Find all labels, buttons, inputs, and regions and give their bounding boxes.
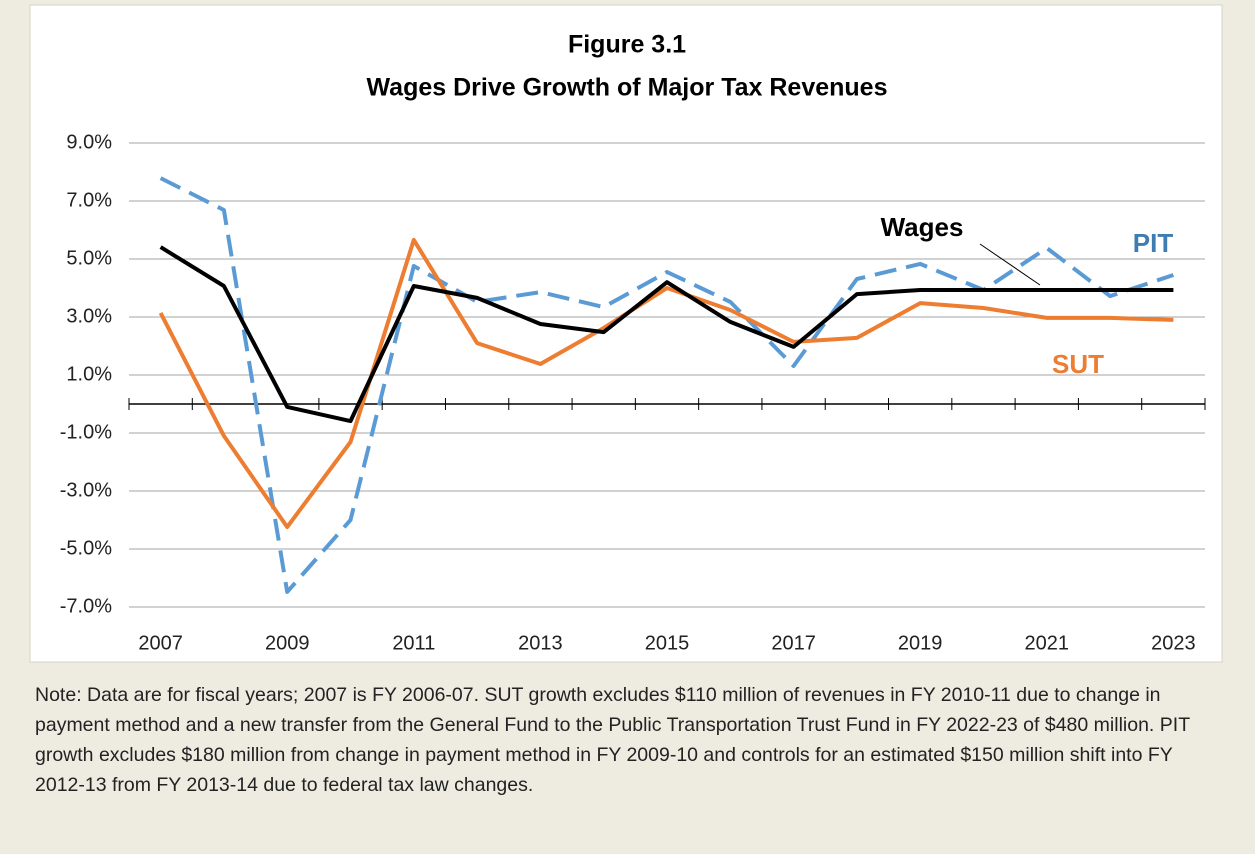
y-tick-label: 5.0% — [66, 247, 112, 269]
y-tick-label: 3.0% — [66, 305, 112, 327]
y-tick-label: 7.0% — [66, 189, 112, 211]
x-tick-label: 2007 — [138, 632, 183, 654]
label-leader — [979, 243, 1041, 286]
x-tick-label: 2015 — [645, 632, 690, 654]
y-tick-label: -5.0% — [60, 537, 112, 559]
note: Note: Data are for fiscal years; 2007 is… — [35, 684, 1190, 796]
chart-subtitle: Wages Drive Growth of Major Tax Revenues — [367, 74, 888, 102]
series-line — [158, 237, 1174, 529]
series-label: SUT — [1052, 349, 1104, 379]
y-tick-label: -3.0% — [60, 479, 112, 501]
series-label: PIT — [1133, 228, 1174, 258]
x-tick-label: 2021 — [1025, 632, 1070, 654]
chart-panel — [29, 4, 1223, 663]
x-tick-label: 2019 — [898, 632, 943, 654]
x-tick-label: 2013 — [518, 632, 563, 654]
x-tick-label: 2009 — [265, 632, 310, 654]
chart-title: Figure 3.1 — [568, 31, 686, 59]
series-line — [159, 176, 1175, 594]
chart: Figure 3.1 Wages Drive Growth of Major T… — [29, 4, 1223, 663]
x-tick-label: 2023 — [1151, 632, 1196, 654]
y-tick-label: 9.0% — [66, 131, 112, 153]
series-line — [159, 245, 1174, 424]
x-tick-label: 2011 — [392, 632, 435, 654]
series-label: Wages — [881, 212, 964, 242]
y-tick-label: 1.0% — [66, 363, 112, 385]
x-tick-label: 2017 — [771, 632, 816, 654]
y-tick-label: -7.0% — [60, 595, 112, 617]
y-tick-label: -1.0% — [60, 421, 112, 443]
